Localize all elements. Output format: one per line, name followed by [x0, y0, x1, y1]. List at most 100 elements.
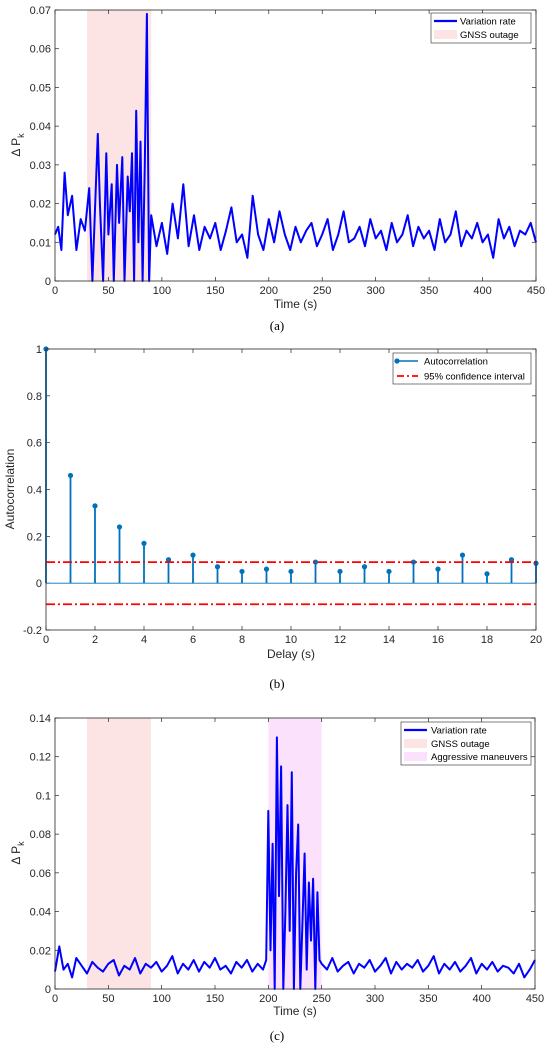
- chart-a-ytick-label: 0.02: [30, 199, 51, 211]
- chart-a-ticks: 0 50 100 150 200 250 300 350 400 450 0 0.01 0.02 0.03…: [30, 5, 546, 297]
- chart-b-stem-marker: [361, 564, 368, 570]
- chart-c-ytick-label: 0.14: [30, 713, 51, 725]
- chart-b-stem-marker: [116, 524, 123, 530]
- chart-c-xtick-label: 100: [152, 993, 170, 1005]
- chart-b-legend-conf-label: 95% confidence interval: [424, 372, 525, 383]
- chart-a-ytick-label: 0.04: [30, 121, 51, 133]
- chart-b-xtick-label: 16: [432, 634, 444, 646]
- chart-b-ytick-label: 1: [36, 344, 42, 356]
- chart-b-ticks: 0 2 4 6 8 10 12 14 16 18 20-0.200.20.40.60.81: [23, 344, 542, 646]
- chart-b-stem-marker: [484, 571, 490, 577]
- chart-c-xtick-label: 350: [419, 993, 437, 1005]
- chart-a-xtick-label: 400: [473, 285, 491, 297]
- chart-b-xtick-label: 14: [383, 634, 395, 646]
- chart-c-legend-aggr-label: Aggressive maneuvers: [431, 752, 528, 763]
- chart-b-stem-marker: [92, 503, 98, 509]
- chart-c-xtick-label: 400: [472, 993, 490, 1005]
- chart-c-xtick-label: 450: [526, 993, 544, 1005]
- chart-c-ytick-label: 0.02: [30, 945, 51, 957]
- chart-a-ytick-label: 0.01: [30, 237, 51, 249]
- chart-c-shaded-region-1: [87, 718, 151, 989]
- chart-c-ylabel-sub: k: [16, 841, 26, 846]
- chart-b-ytick-label: 0.2: [27, 531, 42, 543]
- chart-a-series: [54, 12, 537, 282]
- chart-c-xtick-label: 50: [102, 993, 114, 1005]
- chart-a-ytick-label: 0.03: [30, 160, 51, 172]
- chart-b-confidence-lines: [46, 561, 536, 606]
- chart-c-xtick-label: 200: [259, 993, 277, 1005]
- chart-c-ylabel-main: Δ P: [9, 846, 23, 865]
- chart-b-stem-marker: [288, 568, 294, 575]
- chart-b-stem-marker: [410, 559, 417, 565]
- chart-b-xlabel: Delay (s): [267, 647, 315, 661]
- chart-b-xtick-label: 2: [92, 634, 98, 646]
- chart-b-stem-marker: [263, 566, 270, 572]
- chart-c-xtick-label: 250: [312, 993, 330, 1005]
- chart-b-xtick-label: 0: [43, 634, 49, 646]
- chart-b-xtick-label: 10: [285, 634, 297, 646]
- chart-a-legend-gnss-label: GNSS outage: [460, 30, 519, 41]
- chart-b: 0 2 4 6 8 10 12 14 16 18 20-0.200.20.40.60.81 Dela…: [3, 344, 542, 691]
- chart-b-stem-marker: [141, 540, 147, 546]
- chart-b-stem-marker: [312, 559, 319, 565]
- chart-c-ytick-label: 0.06: [30, 868, 51, 880]
- chart-c-series: [54, 736, 536, 990]
- chart-b-stem-marker: [190, 552, 196, 558]
- chart-b-legend-autocorr-label: Autocorrelation: [424, 357, 488, 368]
- chart-a-ytick-label: 0: [45, 276, 51, 288]
- chart-b-stem-marker: [67, 472, 74, 479]
- chart-b-ylabel: Autocorrelation: [3, 449, 17, 530]
- chart-a: 0 50 100 150 200 250 300 350 400 450 0 0.01 0.02 0.03…: [9, 5, 545, 333]
- chart-b-stem-marker: [165, 557, 172, 563]
- chart-a-ylabel: Δ Pk: [9, 133, 26, 157]
- chart-b-legend: Autocorrelation 95% confidence interval: [392, 352, 532, 385]
- chart-b-stem-marker: [386, 568, 392, 575]
- chart-c-legend-series-label: Variation rate: [431, 726, 487, 737]
- chart-a-legend-series-label: Variation rate: [460, 17, 516, 28]
- chart-a-xtick-label: 450: [527, 285, 545, 297]
- chart-a-ytick-label: 0.07: [30, 5, 51, 17]
- chart-a-ytick-label: 0.05: [30, 82, 51, 94]
- chart-a-legend-patch-swatch: [434, 30, 457, 39]
- chart-b-stem-marker: [337, 568, 343, 575]
- chart-b-ytick-label: 0: [36, 578, 42, 590]
- chart-c-ytick-label: 0: [45, 984, 51, 996]
- chart-c-legend-gnss-swatch: [404, 739, 427, 748]
- chart-a-legend: Variation rate GNSS outage: [430, 12, 532, 44]
- chart-b-panel-label: (b): [269, 676, 284, 691]
- chart-a-ylabel-sub: k: [16, 133, 26, 138]
- chart-a-xtick-label: 350: [420, 285, 438, 297]
- chart-a-ytick-label: 0.06: [30, 44, 51, 56]
- chart-c-series-line: [54, 736, 536, 990]
- chart-b-xtick-label: 6: [190, 634, 196, 646]
- chart-a-xtick-label: 300: [366, 285, 384, 297]
- chart-b-xtick-label: 20: [530, 634, 542, 646]
- chart-b-stem-marker: [239, 568, 245, 575]
- chart-b-legend-box: [392, 352, 532, 385]
- chart-c-axes-box: [54, 717, 536, 990]
- chart-c-ytick-label: 0.04: [30, 907, 51, 919]
- chart-c-ticks: 0 50 100 150 200 250 300 350 400 450 0 0.02 0.04 0.06…: [30, 713, 545, 1005]
- chart-b-ytick-label: 0.8: [27, 391, 42, 403]
- chart-b-ytick-label: -0.2: [23, 625, 42, 637]
- chart-c-legend-gnss-label: GNSS outage: [431, 739, 490, 750]
- chart-b-legend-stem-marker: [394, 358, 400, 364]
- chart-b-axes-box: [45, 348, 537, 631]
- chart-c-legend-aggr-swatch: [404, 752, 427, 761]
- chart-c-ytick-label: 0.12: [30, 752, 51, 764]
- chart-c-panel-label: (c): [270, 1028, 284, 1043]
- chart-a-series-line: [54, 12, 537, 282]
- chart-b-stem-marker: [435, 566, 441, 572]
- chart-b-xtick-label: 8: [239, 634, 245, 646]
- chart-c-xtick-label: 300: [366, 993, 384, 1005]
- chart-b-stem-marker: [459, 552, 466, 558]
- chart-c-legend: Variation rate GNSS outage Aggressive ma…: [400, 721, 532, 766]
- chart-a-xtick-label: 150: [206, 285, 224, 297]
- chart-b-stem-marker: [214, 564, 221, 570]
- chart-c-xtick-label: 150: [206, 993, 224, 1005]
- chart-c-ytick-label: 0.1: [36, 790, 51, 802]
- chart-a-axes-box: [54, 9, 537, 282]
- chart-a-xtick-label: 0: [52, 285, 58, 297]
- chart-a-xtick-label: 250: [313, 285, 331, 297]
